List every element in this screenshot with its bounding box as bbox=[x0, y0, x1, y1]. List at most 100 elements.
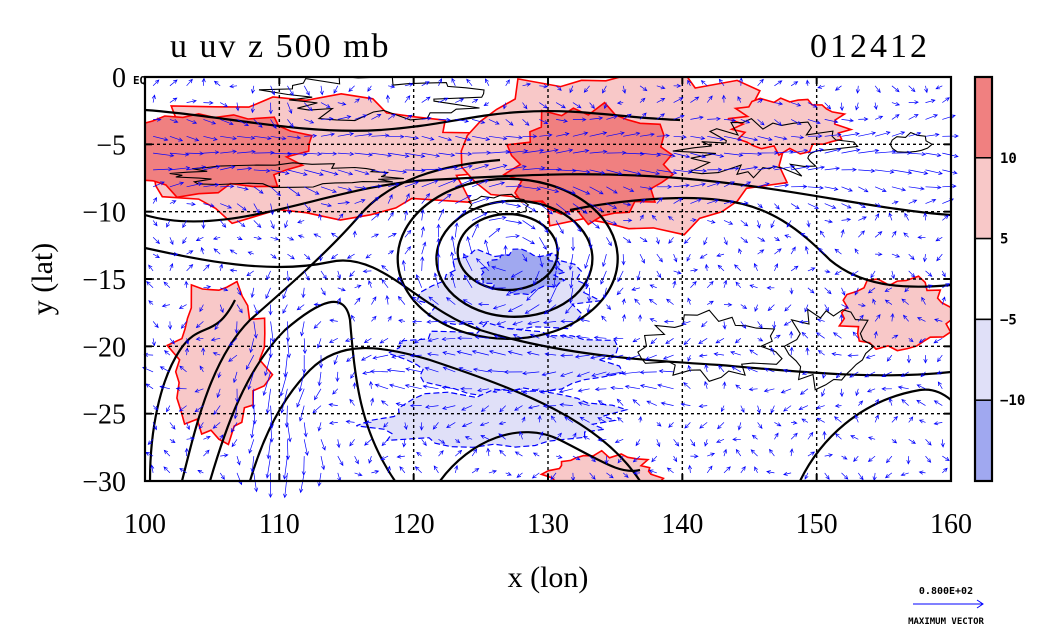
wind-vector bbox=[297, 234, 305, 239]
wind-vector bbox=[904, 287, 909, 293]
wind-vector bbox=[656, 169, 678, 175]
wind-vector bbox=[203, 135, 218, 141]
wind-vector bbox=[203, 119, 217, 125]
wind-vector bbox=[589, 102, 595, 110]
wind-vector bbox=[169, 252, 179, 257]
wind-vector bbox=[740, 405, 745, 413]
wind-vector bbox=[575, 334, 590, 339]
wind-vector bbox=[145, 383, 154, 390]
wind-vector bbox=[505, 471, 512, 476]
wind-vector bbox=[367, 85, 372, 92]
wind-vector bbox=[908, 131, 922, 137]
wind-vector bbox=[656, 422, 662, 427]
wind-vector bbox=[374, 383, 389, 390]
wind-vector bbox=[933, 400, 943, 406]
wind-vector bbox=[908, 253, 915, 261]
wind-vector bbox=[391, 354, 405, 359]
wind-vector bbox=[707, 152, 725, 158]
wind-vector bbox=[891, 200, 899, 205]
wind-vector bbox=[337, 213, 344, 221]
wind-vector bbox=[388, 134, 405, 139]
wind-vector bbox=[577, 401, 590, 406]
wind-vector bbox=[303, 439, 309, 456]
wind-vector bbox=[632, 399, 641, 406]
wind-vector bbox=[874, 213, 880, 221]
wind-vector bbox=[387, 194, 393, 204]
wind-vector bbox=[253, 150, 275, 155]
wind-vector bbox=[505, 183, 523, 189]
wind-vector bbox=[639, 214, 644, 221]
wind-vector bbox=[656, 152, 676, 158]
wind-vector bbox=[446, 422, 456, 429]
wind-vector bbox=[210, 337, 221, 342]
wind-vector bbox=[236, 236, 243, 240]
wind-vector bbox=[606, 186, 618, 194]
wind-vector bbox=[658, 369, 674, 374]
wind-vector bbox=[737, 422, 742, 431]
wind-vector bbox=[543, 304, 557, 315]
wind-vector bbox=[841, 148, 861, 154]
wind-vector bbox=[901, 298, 909, 305]
wind-vector bbox=[888, 397, 893, 406]
wind-vector bbox=[270, 321, 275, 343]
wind-vector bbox=[568, 254, 574, 271]
wind-vector bbox=[488, 286, 506, 291]
wind-vector bbox=[723, 237, 728, 246]
wind-vector bbox=[455, 209, 467, 221]
wind-vector bbox=[329, 318, 338, 323]
wind-vector bbox=[864, 371, 876, 378]
wind-vector bbox=[683, 382, 691, 390]
wind-vector bbox=[650, 338, 658, 345]
anomaly-region-negative bbox=[479, 248, 567, 296]
wind-vector bbox=[350, 371, 355, 379]
wind-vector bbox=[555, 237, 560, 253]
wind-vector bbox=[199, 304, 204, 313]
wind-vector bbox=[269, 405, 274, 429]
wind-vector bbox=[807, 185, 824, 190]
wind-vector bbox=[925, 114, 939, 120]
wind-vector bbox=[875, 252, 883, 257]
wind-vector bbox=[503, 369, 523, 375]
wind-vector bbox=[673, 455, 678, 463]
wind-vector bbox=[568, 287, 574, 304]
wind-vector bbox=[491, 265, 506, 272]
wind-vector bbox=[903, 232, 909, 238]
wind-vector bbox=[854, 414, 859, 423]
wind-vector bbox=[198, 422, 204, 430]
wind-vector bbox=[304, 119, 315, 124]
wind-vector bbox=[441, 385, 456, 390]
wind-vector bbox=[574, 354, 590, 359]
wind-vector bbox=[790, 432, 798, 440]
wind-vector bbox=[320, 151, 338, 156]
wind-vector bbox=[605, 371, 624, 377]
wind-vector bbox=[854, 248, 859, 255]
wind-vector bbox=[617, 270, 624, 283]
wind-vector bbox=[510, 270, 523, 278]
wind-vector bbox=[576, 371, 590, 378]
wind-vector bbox=[420, 226, 425, 238]
wind-vector bbox=[419, 422, 424, 431]
wind-vector bbox=[639, 370, 657, 375]
wind-vector bbox=[749, 284, 758, 289]
wind-vector bbox=[570, 237, 576, 252]
wind-vector bbox=[766, 285, 775, 290]
wind-vector bbox=[606, 472, 614, 479]
wind-vector bbox=[908, 151, 927, 157]
wind-vector bbox=[763, 388, 775, 393]
wind-vector bbox=[722, 321, 727, 330]
wind-vector bbox=[270, 186, 282, 197]
wind-vector bbox=[455, 135, 472, 142]
wind-vector bbox=[555, 186, 576, 195]
wind-vector bbox=[582, 436, 590, 440]
wind-vector bbox=[569, 270, 574, 289]
wind-vector bbox=[606, 220, 618, 225]
wind-vector bbox=[687, 364, 692, 372]
wind-vector bbox=[371, 196, 380, 204]
wind-vector bbox=[455, 449, 463, 457]
wind-vector bbox=[934, 318, 943, 323]
wind-vector bbox=[556, 168, 577, 173]
wind-vector bbox=[362, 370, 372, 375]
wind-vector bbox=[488, 227, 501, 238]
wind-vector bbox=[462, 299, 473, 305]
wind-vector bbox=[908, 416, 914, 423]
